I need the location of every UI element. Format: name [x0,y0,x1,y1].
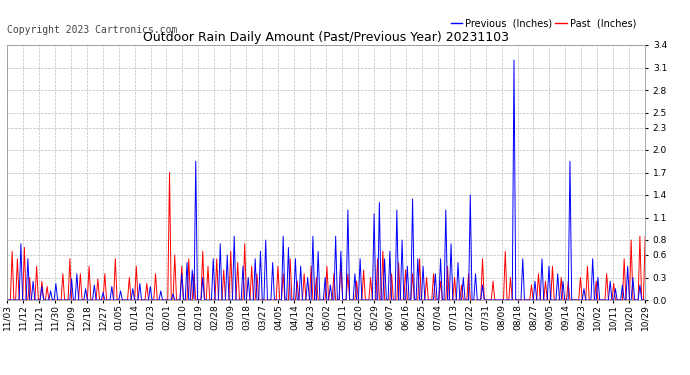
Text: Copyright 2023 Cartronics.com: Copyright 2023 Cartronics.com [7,25,177,35]
Title: Outdoor Rain Daily Amount (Past/Previous Year) 20231103: Outdoor Rain Daily Amount (Past/Previous… [143,31,509,44]
Legend: Previous  (Inches), Past  (Inches): Previous (Inches), Past (Inches) [447,14,640,32]
